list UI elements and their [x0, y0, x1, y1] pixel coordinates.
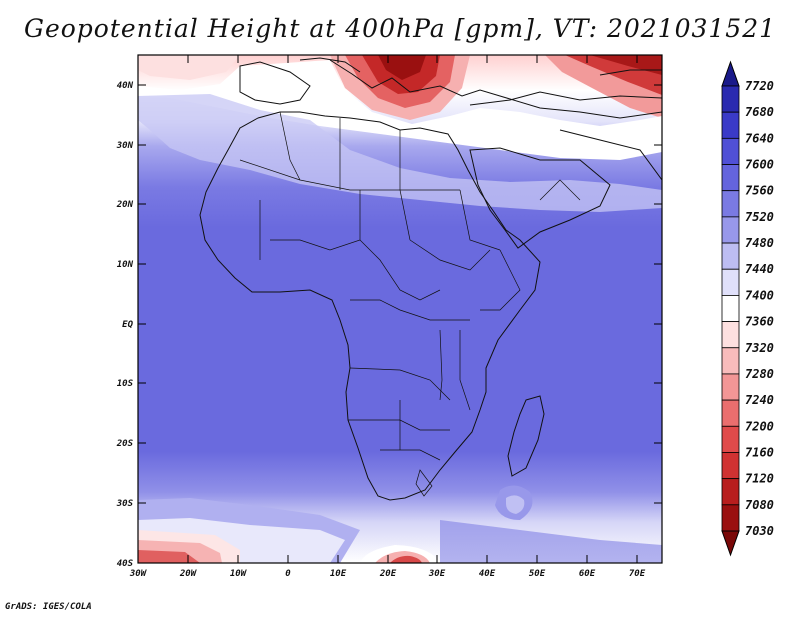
- lon-axis: 30W 20W 10W 0 10E 20E 30E 40E 50E 60E 70…: [129, 55, 646, 579]
- colorbar-swatch: [721, 478, 740, 506]
- colorbar-level-label: 7720: [745, 79, 774, 93]
- colorbar-swatch: [721, 137, 740, 165]
- lon-tick-label: 70E: [629, 569, 646, 579]
- colorbar-level-label: 7160: [745, 445, 774, 459]
- lon-tick-label: 30E: [428, 569, 446, 579]
- lat-tick-label: 30S: [116, 499, 134, 509]
- colorbar-level-label: 7640: [745, 131, 774, 145]
- lon-tick-label: 60E: [579, 569, 596, 579]
- colorbar-level-label: 7080: [745, 498, 774, 512]
- lat-tick-label: 10N: [117, 260, 134, 270]
- coastlines: [199, 57, 662, 501]
- colorbar-level-label: 7680: [745, 105, 774, 119]
- lat-tick-label: 20S: [116, 439, 134, 449]
- colorbar-level-label: 7360: [745, 315, 774, 329]
- colorbar-swatch: [721, 268, 740, 296]
- colorbar-swatch: [721, 425, 740, 453]
- colorbar-level-label: 7400: [745, 288, 774, 302]
- colorbar-level-label: 7240: [745, 393, 774, 407]
- colorbar-swatch: [721, 216, 740, 244]
- lat-tick-label: 40S: [117, 559, 134, 569]
- colorbar: 7720 7680 7640 7600 7560 7520 7480 7440 7400 7360…: [721, 60, 774, 557]
- lon-tick-label: 40E: [479, 569, 496, 579]
- lat-tick-label: EQ: [122, 320, 133, 330]
- lon-tick-label: 50E: [529, 569, 546, 579]
- colorbar-level-label: 7280: [745, 367, 774, 381]
- colorbar-swatch: [721, 452, 740, 480]
- colorbar-swatch: [721, 399, 740, 427]
- colorbar-swatch: [721, 373, 740, 401]
- lon-tick-label: 0: [285, 569, 291, 579]
- colorbar-swatch: [721, 242, 740, 270]
- lat-axis: 40N 30N 20N 10N EQ 10S 20S 30S 40S: [116, 81, 662, 569]
- lon-tick-label: 20E: [379, 569, 397, 579]
- lat-tick-label: 20N: [116, 200, 134, 210]
- map-frame: [137, 54, 663, 564]
- colorbar-level-label: 7200: [745, 419, 774, 433]
- colorbar-level-label: 7600: [745, 158, 774, 172]
- colorbar-level-label: 7560: [745, 184, 774, 198]
- colorbar-swatch: [721, 504, 740, 532]
- map-title: Geopotential Height at 400hPa [gpm], VT:…: [23, 14, 777, 43]
- lon-tick-label: 10E: [330, 569, 347, 579]
- colorbar-swatch: [721, 164, 740, 192]
- country-borders: [239, 111, 581, 497]
- colorbar-bottom-arrow: [721, 530, 740, 557]
- colorbar-level-label: 7120: [745, 472, 774, 486]
- colorbar-swatch: [721, 190, 740, 218]
- lat-tick-label: 10S: [117, 379, 134, 389]
- lon-tick-label: 10W: [230, 569, 248, 579]
- colorbar-level-label: 7480: [745, 236, 774, 250]
- colorbar-level-label: 7030: [745, 524, 774, 538]
- colorbar-swatch: [721, 111, 740, 139]
- colorbar-swatch: [721, 347, 740, 375]
- lon-tick-label: 30W: [129, 569, 148, 579]
- colorbar-level-label: 7320: [745, 341, 774, 355]
- lon-tick-label: 20W: [179, 569, 198, 579]
- colorbar-swatch: [721, 321, 740, 349]
- colorbar-swatch: [721, 295, 740, 322]
- colorbar-level-label: 7440: [745, 262, 774, 276]
- colorbar-top-arrow: [721, 60, 740, 87]
- grads-credit: GrADS: IGES/COLA: [5, 602, 92, 612]
- lat-tick-label: 30N: [116, 141, 134, 151]
- colorbar-level-label: 7520: [745, 210, 774, 224]
- lat-tick-label: 40N: [117, 81, 134, 91]
- colorbar-swatch: [721, 85, 740, 113]
